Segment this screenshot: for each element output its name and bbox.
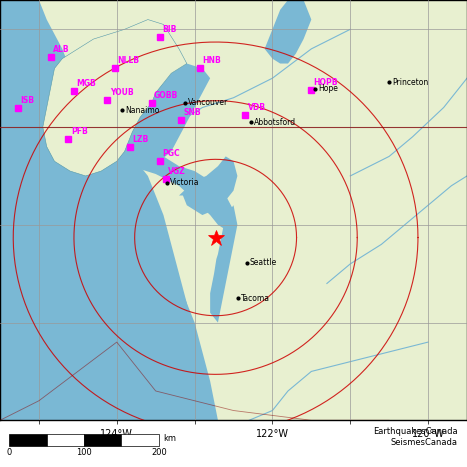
Text: Victoria: Victoria: [170, 178, 199, 187]
Text: VDB: VDB: [248, 103, 266, 113]
Polygon shape: [43, 20, 187, 176]
Text: NLLB: NLLB: [118, 57, 140, 65]
Text: 100: 100: [76, 448, 92, 457]
Text: ISB: ISB: [20, 96, 34, 105]
Bar: [84, 434, 121, 446]
Polygon shape: [117, 64, 210, 166]
Polygon shape: [0, 0, 210, 420]
Polygon shape: [265, 0, 311, 64]
Text: km: km: [163, 434, 177, 443]
Polygon shape: [210, 205, 237, 323]
Text: HOPB: HOPB: [314, 78, 338, 87]
Text: Abbotsford: Abbotsford: [254, 118, 296, 127]
Text: EarthquakesCanada
SeismesCanada: EarthquakesCanada SeismesCanada: [373, 427, 458, 447]
Polygon shape: [55, 176, 218, 420]
Text: MGB: MGB: [76, 79, 96, 88]
Text: PGC: PGC: [162, 149, 179, 158]
Polygon shape: [55, 142, 234, 230]
Text: Vancouver: Vancouver: [188, 98, 229, 107]
Text: ALB: ALB: [53, 45, 70, 54]
Text: 0: 0: [7, 448, 12, 457]
Text: Seattle: Seattle: [250, 258, 277, 268]
Text: PFB: PFB: [71, 127, 88, 136]
Text: YOUB: YOUB: [110, 88, 134, 97]
Bar: [47, 434, 84, 446]
Text: LZB: LZB: [132, 134, 149, 144]
Text: HNB: HNB: [202, 57, 221, 65]
Text: GOBB: GOBB: [154, 91, 178, 99]
Bar: [121, 434, 159, 446]
Text: Nanaimo: Nanaimo: [125, 106, 160, 115]
Text: SNB: SNB: [184, 108, 201, 117]
Text: Hope: Hope: [318, 85, 338, 93]
Text: 200: 200: [151, 448, 167, 457]
Text: Tacoma: Tacoma: [241, 294, 270, 303]
Bar: [9, 434, 47, 446]
Polygon shape: [179, 156, 237, 215]
Text: BIB: BIB: [162, 25, 176, 34]
Text: VGZ: VGZ: [168, 167, 186, 176]
Text: Princeton: Princeton: [392, 78, 429, 86]
